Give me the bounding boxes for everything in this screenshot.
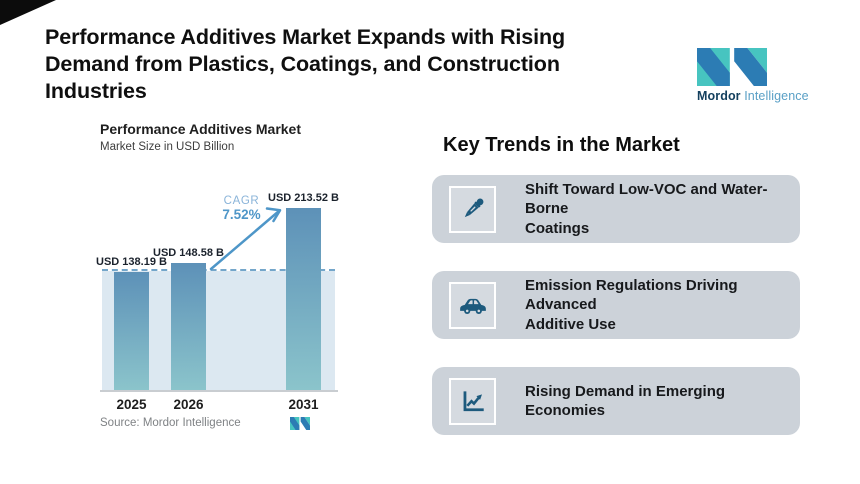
source-text: Source: Mordor Intelligence (100, 417, 241, 429)
chart-title: Performance Additives Market (100, 121, 301, 137)
car-icon (459, 298, 486, 314)
trend-card: Shift Toward Low-VOC and Water-Borne Coa… (432, 175, 800, 243)
mordor-logo-mark (697, 48, 767, 86)
trend-card: Emission Regulations Driving Advanced Ad… (432, 271, 800, 339)
bar-2025 (114, 272, 149, 390)
trend-card-text: Emission Regulations Driving Advanced Ad… (525, 276, 738, 333)
x-axis-line (100, 390, 338, 392)
trend-card: Rising Demand in Emerging Economies (432, 367, 800, 435)
trends-heading: Key Trends in the Market (443, 134, 680, 156)
baseline-dashed-line (102, 269, 335, 271)
dropper-icon (464, 198, 483, 218)
x-axis-label-2026: 2026 (173, 397, 204, 412)
bar-value-label: USD 138.19 B (96, 256, 167, 268)
page-title-line: Industries (45, 79, 147, 103)
bar-value-label: USD 213.52 B (268, 192, 339, 204)
x-axis-label-2025: 2025 (116, 397, 147, 412)
page-title-line: Performance Additives Market Expands wit… (45, 25, 566, 49)
brand-name-light: Intelligence (744, 89, 809, 103)
icon-box (449, 185, 496, 233)
trend-card-text: Shift Toward Low-VOC and Water-Borne Coa… (525, 180, 768, 237)
trend-card-text: Rising Demand in Emerging Economies (525, 382, 726, 420)
corner-decoration (0, 0, 56, 25)
bar-2031 (286, 208, 321, 390)
cagr-value: 7.52% (222, 207, 261, 222)
bar-2026 (171, 263, 206, 390)
chart-subtitle: Market Size in USD Billion (100, 141, 235, 153)
brand-logo: Mordor Intelligence (697, 48, 817, 103)
growth-arrow-icon (209, 207, 282, 271)
brand-name-bold: Mordor (697, 89, 741, 103)
page-title-line: Demand from Plastics, Coatings, and Cons… (45, 52, 560, 76)
x-axis-label-2031: 2031 (288, 397, 319, 412)
brand-name: Mordor Intelligence (697, 89, 817, 103)
cagr-label: CAGR (223, 195, 260, 207)
cagr-annotation: CAGR 7.52% (211, 195, 272, 222)
source-logo-mark (290, 417, 310, 430)
icon-box (449, 281, 496, 329)
bar-value-label: USD 148.58 B (153, 247, 224, 259)
icon-box (449, 377, 496, 425)
page-title: Performance Additives Market Expands wit… (45, 24, 565, 105)
line-chart-icon (463, 391, 484, 412)
